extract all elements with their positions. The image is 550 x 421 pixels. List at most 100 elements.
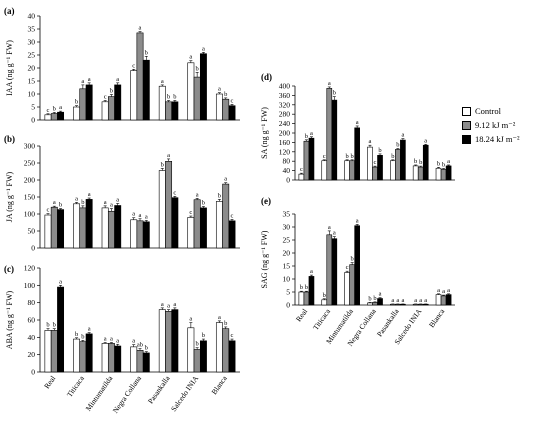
panel-d-bar-pasankalla-18-24-kj-m-letter: a: [401, 132, 404, 139]
panel-c-bar-negra-collana-18-24-kj-m-letter: b: [145, 345, 148, 352]
panel-b-bar-mintumatilda-9-12-kj-m-letter: a: [110, 202, 113, 209]
panel-a-bar-pasankalla-9-12-kj-m: [165, 101, 173, 121]
panel-c-xtick-salcedo-inia: Salcedo INIA: [169, 374, 200, 414]
panel-d-bar-blanca-18-24-kj-m: [445, 165, 452, 181]
panel-d-bar-titicaca-9-12-kj-m: [326, 88, 333, 181]
panel-b-ylabel: JA (ng g⁻¹ FW): [5, 171, 14, 222]
panel-b-ytick-label: 100: [24, 210, 36, 219]
panel-e-xtick-blanca: Blanca: [427, 306, 447, 329]
panel-d-ytick-label: 160: [279, 138, 291, 147]
legend-label-9-12: 9.12 kJ m⁻²: [475, 120, 516, 130]
panel-e-bar-salcedo-inia-control: [412, 303, 419, 306]
panel-b-bar-pasankalla-18-24-kj-m-letter: c: [173, 189, 176, 196]
panel-b-bar-salcedo-inia-9-12-kj-m: [193, 199, 201, 249]
panel-a-ytick-label: 25: [28, 51, 36, 60]
panel-c-ytick-label: 60: [28, 316, 36, 325]
panel-d-bar-real-control-letter: c: [300, 166, 303, 173]
panel-c-bar-pasankalla-18-24-kj-m: [171, 309, 179, 373]
panel-c-bar-negra-collana-control: [130, 346, 138, 373]
panel-d-bar-mintumatilda-control: [344, 160, 350, 181]
panel-c-bar-blanca-control: [215, 322, 223, 373]
panel-e-bar-negra-collana-9-12-kj-m: [372, 302, 378, 306]
panel-c-bar-negra-collana-9-12-kj-m: [136, 350, 144, 373]
panel-e-bar-pasankalla-18-24-kj-m-letter: a: [401, 297, 404, 304]
panel-d-bar-negra-collana-control-letter: a: [369, 138, 372, 145]
panel-c-bar-titicaca-control: [73, 338, 81, 373]
panel-d-bar-negra-collana-9-12-kj-m-letter: c: [374, 159, 377, 166]
panel-c-bar-mintumatilda-control: [101, 343, 109, 373]
panel-b-bar-real-18-24-kj-m: [57, 209, 65, 249]
panel-c-bar-salcedo-inia-9-12-kj-m: [193, 349, 201, 373]
panel-c-ytick-label: 100: [24, 281, 36, 290]
panel-e-bar-mintumatilda-control: [344, 272, 350, 306]
panel-b-bar-blanca-control-letter: b: [218, 192, 221, 199]
panel-c-bar-blanca-18-24-kj-m: [228, 340, 236, 373]
panel-b-bar-real-control: [44, 214, 52, 249]
panel-d-bar-real-control: [298, 173, 305, 181]
panel-d-ytick-label: 120: [279, 147, 291, 156]
panel-d-ytick-label: 360: [279, 91, 291, 100]
panel-a-bar-blanca-control-letter: a: [218, 86, 221, 93]
panel-a-bar-mintumatilda-18-24-kj-m-letter: a: [116, 76, 119, 83]
panel-e-bar-real-9-12-kj-m: [303, 291, 310, 306]
panel-d-bar-titicaca-18-24-kj-m: [331, 99, 338, 181]
panel-d-ytick-label: 200: [279, 129, 291, 138]
panel-c-bar-real-control-letter: b: [46, 322, 49, 329]
panel-a-bar-pasankalla-18-24-kj-m-letter: b: [173, 94, 176, 101]
panel-b-bar-pasankalla-control-letter: b: [161, 161, 164, 168]
panel-e-bar-pasankalla-9-12-kj-m-letter: a: [396, 297, 399, 304]
panel-d-ytick-label: 240: [279, 119, 291, 128]
panel-d-bar-mintumatilda-9-12-kj-m: [349, 160, 355, 181]
panel-d-bar-negra-collana-18-24-kj-m: [377, 155, 383, 181]
panel-a-bar-salcedo-inia-control: [187, 62, 195, 121]
panel-c-bar-salcedo-inia-control-letter: a: [189, 316, 192, 323]
panel-b-ytick-label: 50: [28, 227, 36, 236]
panel-b-bar-negra-collana-18-24-kj-m: [142, 221, 150, 249]
panel-d-ytick-label: 400: [279, 82, 291, 91]
legend-swatch-18-24: [462, 134, 471, 144]
panel-e-letter: (e): [261, 196, 271, 206]
panel-b-letter: (b): [4, 134, 15, 144]
panel-a-ytick-label: 30: [28, 38, 36, 47]
legend: Control 9.12 kJ m⁻² 18.24 kJ m⁻²: [462, 104, 520, 146]
legend-item-18-24: 18.24 kJ m⁻²: [462, 132, 520, 146]
panel-e-bar-negra-collana-control: [367, 302, 373, 306]
panel-d-bar-negra-collana-9-12-kj-m: [372, 166, 378, 181]
panel-a-bar-mintumatilda-control: [101, 101, 109, 121]
panel-a-bar-negra-collana-control: [130, 70, 138, 121]
panel-d-bar-blanca-18-24-kj-m-letter: a: [447, 158, 450, 165]
panel-b-bar-mintumatilda-control-letter: a: [104, 199, 107, 206]
panel-a-bar-mintumatilda-control-letter: c: [104, 94, 107, 101]
panel-c-bar-titicaca-control-letter: b: [75, 331, 78, 338]
panel-d-bar-pasankalla-control-letter: b: [391, 153, 394, 160]
panel-e-xtick-real: Real: [294, 307, 309, 323]
panel-a-bar-pasankalla-control: [158, 85, 166, 121]
panel-b-bar-real-control-letter: c: [47, 207, 50, 214]
panel-c-bar-pasankalla-9-12-kj-m: [165, 311, 173, 373]
panel-a-bar-negra-collana-9-12-kj-m-letter: a: [139, 25, 142, 32]
panel-d-bar-mintumatilda-control-letter: b: [345, 153, 348, 160]
panel-b-bar-negra-collana-control-letter: a: [132, 211, 135, 218]
panel-b-ytick-label: 300: [24, 142, 36, 151]
panel-e-bar-salcedo-inia-18-24-kj-m-letter: a: [424, 297, 427, 304]
panel-b-bar-pasankalla-9-12-kj-m-letter: a: [167, 152, 170, 159]
panel-c-bar-blanca-9-12-kj-m: [222, 328, 230, 373]
panel-b-bar-real-18-24-kj-m-letter: b: [59, 202, 62, 209]
panel-e-bar-titicaca-9-12-kj-m-letter: a: [328, 224, 331, 231]
panel-e-ytick-label: 10: [283, 275, 291, 284]
panel-a-bar-titicaca-control: [73, 106, 81, 121]
panel-b-ytick-label: 200: [24, 176, 36, 185]
panel-a-ytick-label: 5: [31, 103, 35, 112]
panel-c-bar-titicaca-9-12-kj-m: [79, 341, 87, 373]
panel-a-ytick-label: 0: [31, 116, 35, 125]
panel-d-ytick-label: 320: [279, 100, 291, 109]
panel-e-bar-mintumatilda-18-24-kj-m-letter: a: [356, 217, 359, 224]
panel-d-bar-salcedo-inia-9-12-kj-m: [417, 166, 424, 181]
panel-a-bar-pasankalla-control-letter: a: [161, 78, 164, 85]
panel-e-bar-salcedo-inia-9-12-kj-m: [417, 303, 424, 306]
panel-d-bar-real-18-24-kj-m: [308, 137, 315, 181]
panel-d-bar-blanca-control: [435, 167, 442, 181]
panel-b-bar-blanca-control: [215, 201, 223, 249]
panel-d-bar-titicaca-control-letter: c: [323, 153, 326, 160]
panel-a-bar-blanca-18-24-kj-m-letter: c: [231, 97, 234, 104]
